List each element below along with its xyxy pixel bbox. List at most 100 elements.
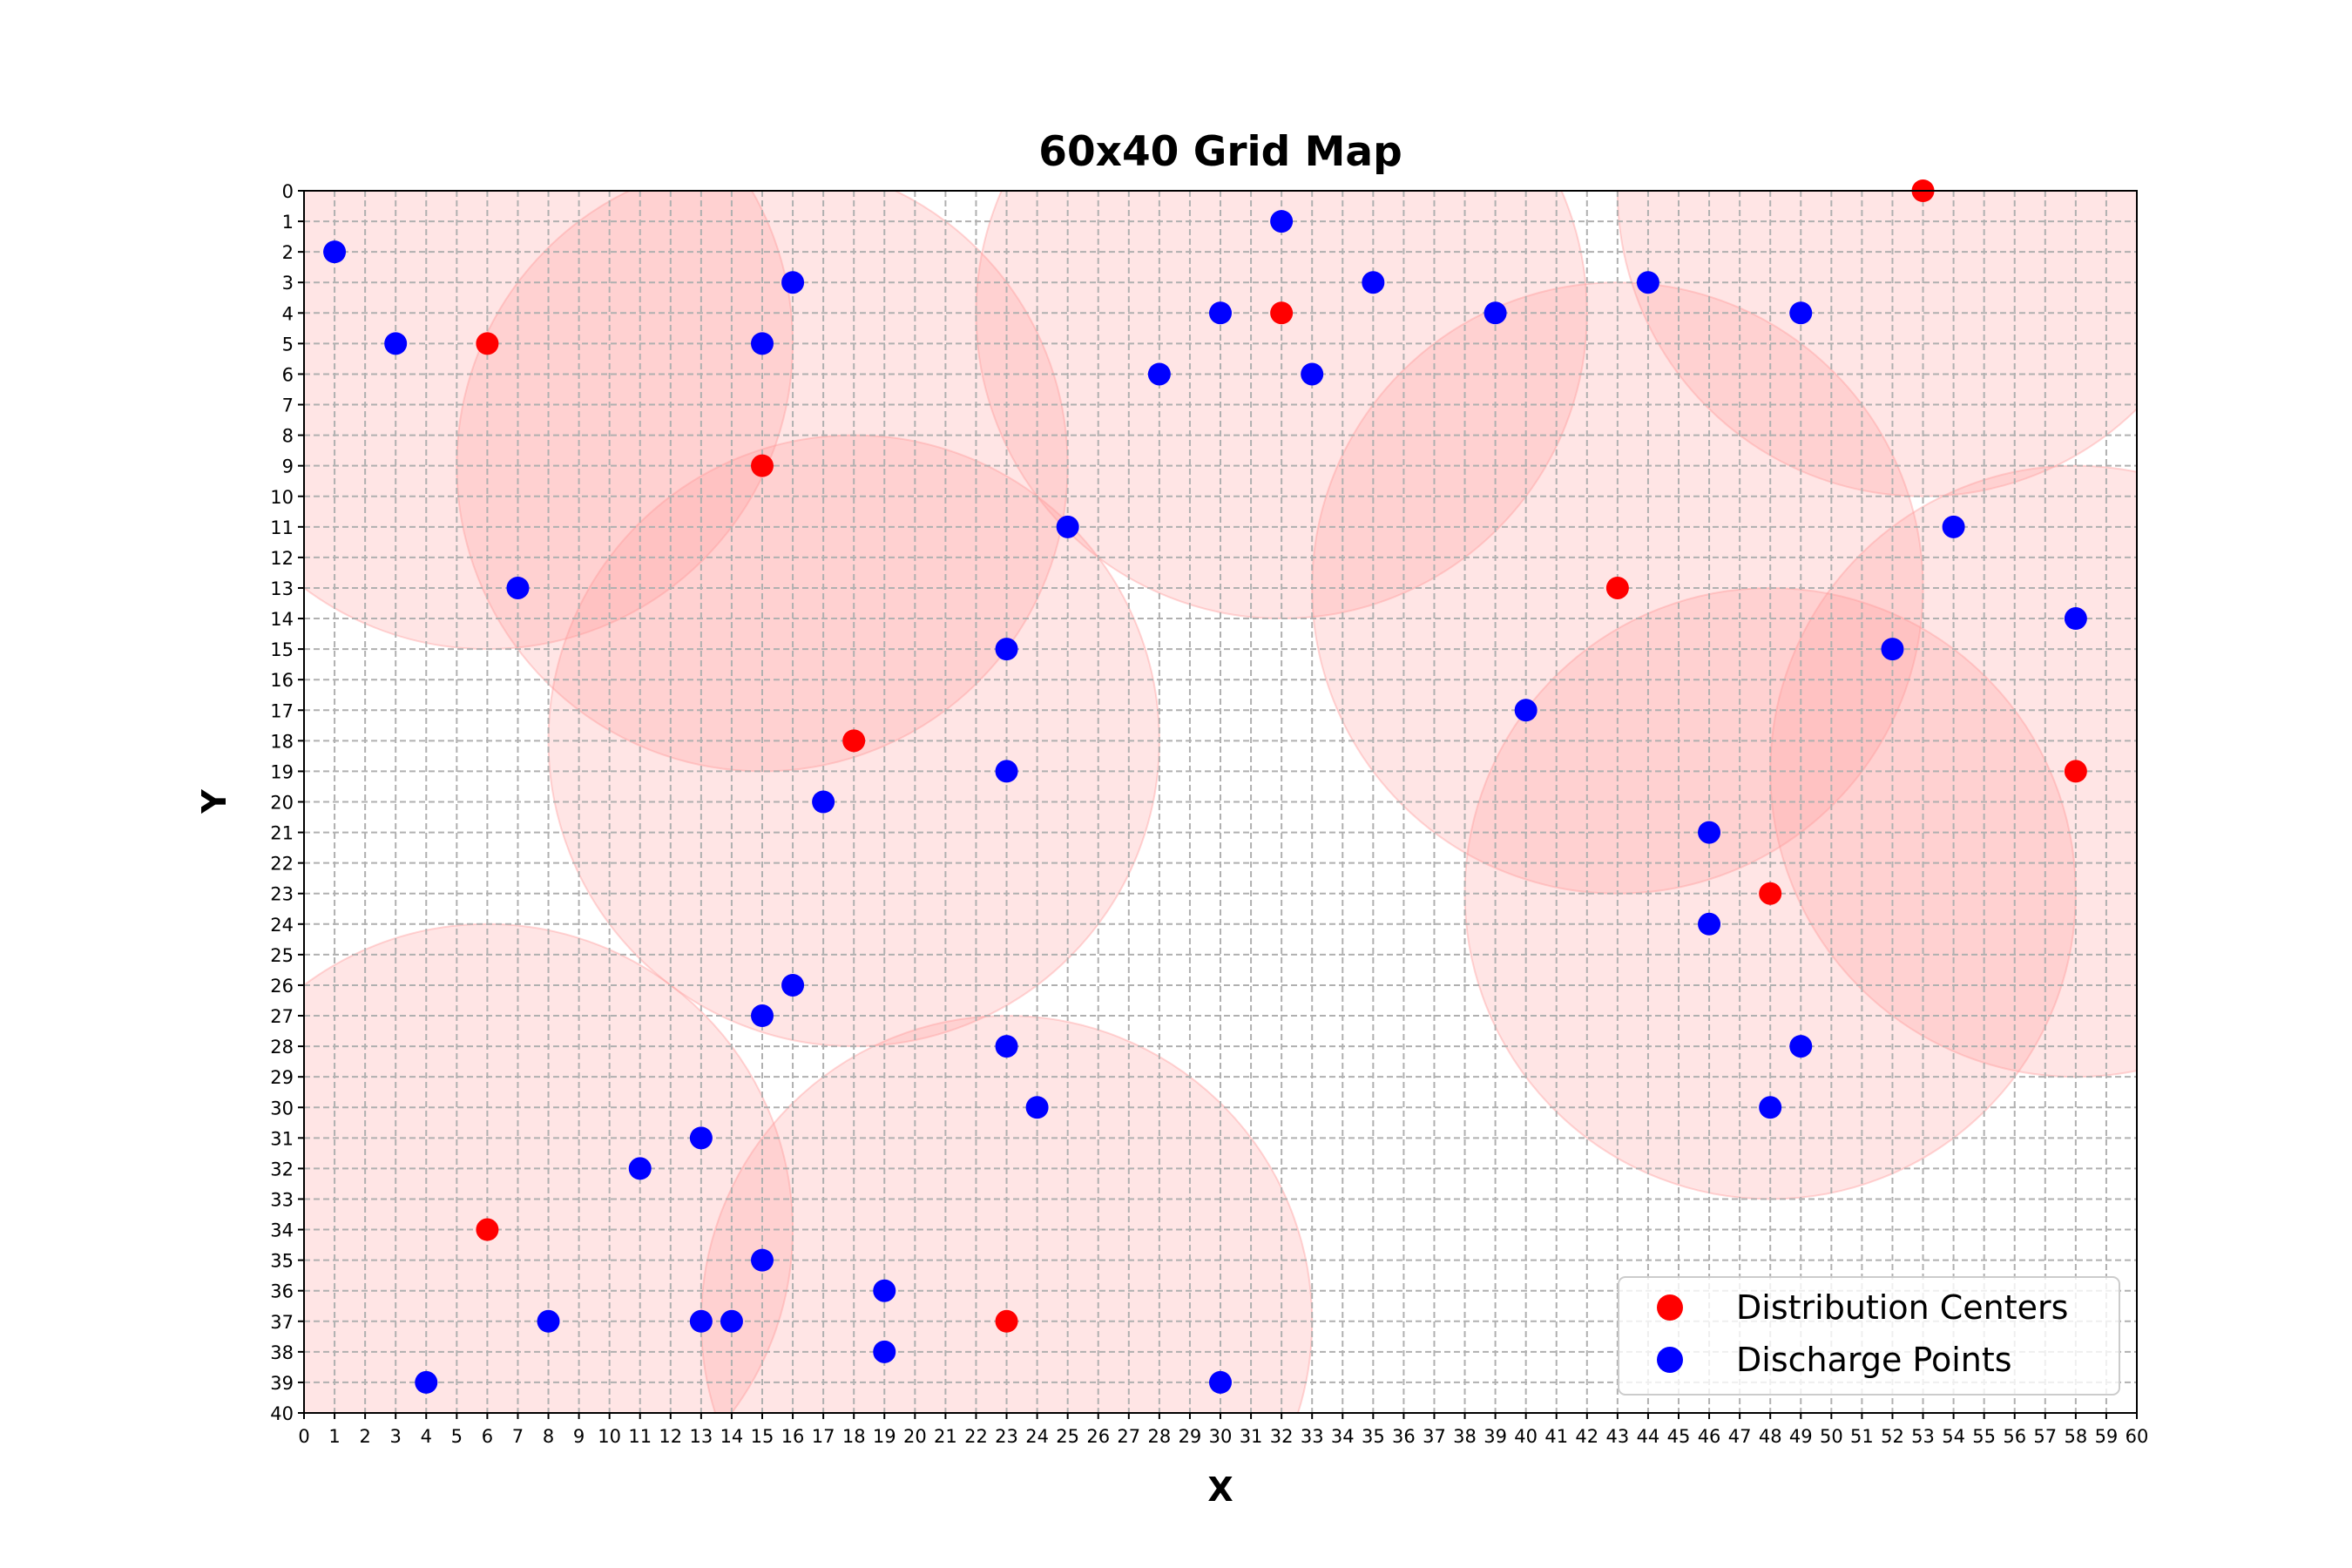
- x-tick-label: 43: [1605, 1426, 1629, 1447]
- x-tick-label: 33: [1301, 1426, 1324, 1447]
- x-tick-label: 52: [1881, 1426, 1904, 1447]
- x-tick-label: 32: [1270, 1426, 1294, 1447]
- distribution-center-point: [842, 729, 866, 753]
- y-tick-label: 31: [270, 1128, 294, 1149]
- discharge-point: [537, 1309, 560, 1333]
- y-tick-label: 10: [270, 487, 294, 508]
- chart-title: 60x40 Grid Map: [1038, 128, 1402, 176]
- x-tick-label: 55: [1972, 1426, 1996, 1447]
- x-tick-label: 39: [1484, 1426, 1507, 1447]
- discharge-point: [995, 638, 1018, 661]
- x-tick-label: 54: [1942, 1426, 1965, 1447]
- x-tick-label: 5: [451, 1426, 463, 1447]
- discharge-point: [1698, 912, 1721, 936]
- x-tick-label: 3: [390, 1426, 402, 1447]
- y-tick-label: 13: [270, 578, 294, 599]
- x-tick-label: 58: [2064, 1426, 2087, 1447]
- x-tick-label: 26: [1086, 1426, 1110, 1447]
- x-tick-label: 47: [1728, 1426, 1752, 1447]
- discharge-point: [1209, 301, 1232, 325]
- x-tick-label: 8: [543, 1426, 554, 1447]
- distribution-center-point: [1270, 301, 1294, 325]
- y-tick-label: 32: [270, 1159, 294, 1179]
- x-tick-label: 19: [873, 1426, 896, 1447]
- y-tick-label: 17: [270, 700, 294, 721]
- y-tick-label: 8: [282, 426, 294, 447]
- discharge-point: [628, 1157, 652, 1180]
- discharge-point: [751, 1004, 774, 1028]
- x-tick-label: 11: [628, 1426, 652, 1447]
- y-tick-label: 37: [270, 1312, 294, 1333]
- discharge-point: [812, 790, 835, 814]
- discharge-point: [2064, 607, 2087, 631]
- y-tick-label: 12: [270, 548, 294, 569]
- distribution-center-point: [751, 454, 774, 477]
- y-tick-label: 11: [270, 517, 294, 538]
- y-tick-label: 29: [270, 1067, 294, 1088]
- x-tick-label: 27: [1117, 1426, 1140, 1447]
- legend-label-distribution: Distribution Centers: [1736, 1288, 2068, 1327]
- discharge-point: [1514, 699, 1538, 722]
- discharge-point: [1881, 638, 1904, 661]
- discharge-point: [1147, 362, 1171, 386]
- x-tick-label: 31: [1240, 1426, 1263, 1447]
- discharge-point: [1698, 821, 1721, 844]
- y-tick-label: 28: [270, 1037, 294, 1058]
- x-tick-label: 28: [1147, 1426, 1171, 1447]
- x-tick-label: 12: [659, 1426, 682, 1447]
- discharge-point: [1636, 271, 1659, 294]
- x-tick-label: 29: [1179, 1426, 1202, 1447]
- y-tick-label: 25: [270, 945, 294, 966]
- x-tick-label: 2: [359, 1426, 370, 1447]
- y-tick-label: 35: [270, 1251, 294, 1272]
- discharge-point: [781, 271, 805, 294]
- x-tick-label: 4: [421, 1426, 432, 1447]
- y-tick-label: 16: [270, 670, 294, 691]
- y-tick-label: 9: [282, 456, 294, 477]
- distribution-center-point: [476, 332, 499, 355]
- x-tick-label: 60: [2126, 1426, 2149, 1447]
- y-tick-label: 1: [282, 212, 294, 233]
- y-tick-label: 18: [270, 731, 294, 752]
- discharge-point: [995, 1035, 1018, 1058]
- x-tick-label: 51: [1850, 1426, 1874, 1447]
- x-tick-label: 25: [1056, 1426, 1079, 1447]
- x-tick-label: 42: [1575, 1426, 1598, 1447]
- x-tick-label: 13: [689, 1426, 713, 1447]
- x-tick-label: 17: [812, 1426, 835, 1447]
- x-tick-label: 57: [2033, 1426, 2057, 1447]
- x-tick-label: 53: [1911, 1426, 1935, 1447]
- x-tick-label: 44: [1637, 1426, 1660, 1447]
- x-tick-label: 20: [903, 1426, 927, 1447]
- y-tick-label: 24: [270, 915, 294, 936]
- legend-box: [1618, 1276, 2120, 1396]
- discharge-point: [506, 576, 530, 599]
- y-tick-label: 30: [270, 1098, 294, 1119]
- x-tick-label: 16: [781, 1426, 805, 1447]
- discharge-point: [1484, 301, 1507, 325]
- discharge-point: [873, 1279, 896, 1302]
- discharge-point: [1270, 210, 1294, 233]
- y-tick-label: 23: [270, 884, 294, 905]
- y-tick-label: 19: [270, 761, 294, 782]
- y-tick-label: 20: [270, 793, 294, 814]
- y-tick-label: 21: [270, 823, 294, 844]
- x-tick-label: 9: [573, 1426, 585, 1447]
- y-tick-label: 7: [282, 395, 294, 416]
- discharge-point: [1209, 1370, 1232, 1394]
- x-axis-label: X: [1207, 1470, 1233, 1509]
- axis-ticks: 0 1 2 3 4 5 6 7 8 9 10 11 12 13 14 15 16 17 18 19 20 21 22 23 24…: [270, 181, 2148, 1447]
- discharge-point: [751, 332, 774, 355]
- distribution-center-point: [476, 1218, 499, 1241]
- x-tick-label: 30: [1209, 1426, 1233, 1447]
- x-tick-label: 59: [2095, 1426, 2119, 1447]
- discharge-point: [323, 240, 347, 264]
- discharge-point: [415, 1370, 438, 1394]
- y-tick-label: 3: [282, 273, 294, 294]
- y-tick-label: 27: [270, 1006, 294, 1027]
- x-tick-label: 22: [964, 1426, 988, 1447]
- x-tick-label: 15: [751, 1426, 774, 1447]
- y-tick-label: 0: [282, 181, 294, 202]
- discharge-point: [689, 1309, 713, 1333]
- x-tick-label: 35: [1362, 1426, 1385, 1447]
